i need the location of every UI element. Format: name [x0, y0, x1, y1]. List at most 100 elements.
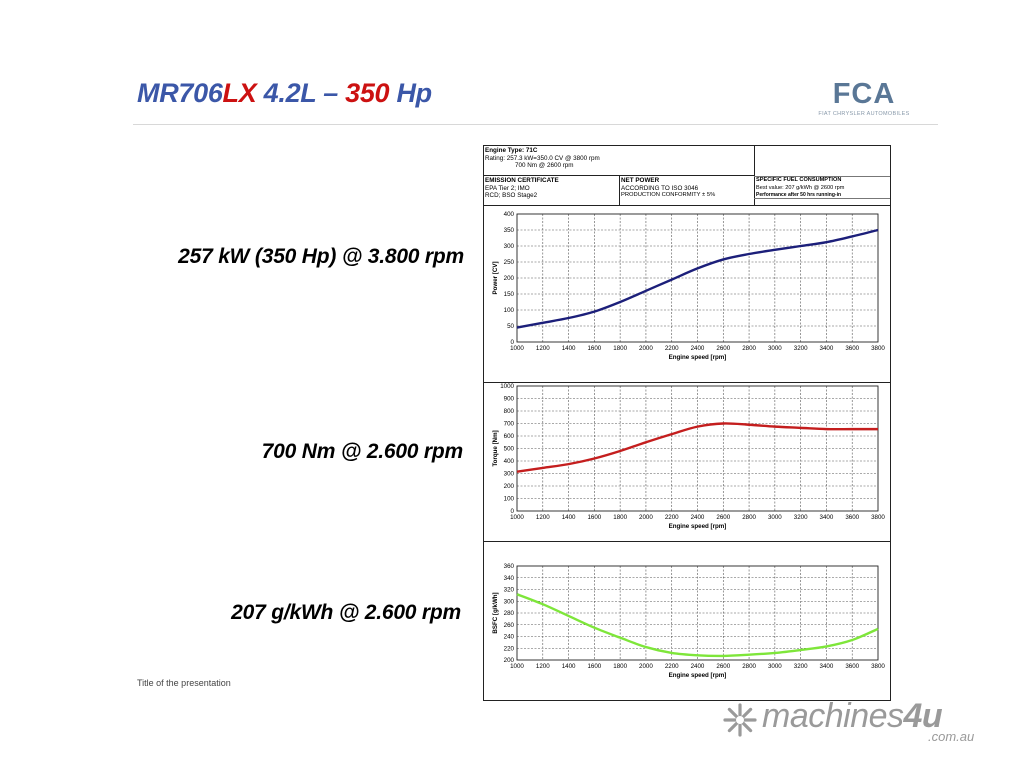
- torque-xtick-label: 1400: [562, 514, 576, 521]
- power-ytick-label: 50: [507, 323, 514, 330]
- power-series-line: [516, 228, 879, 329]
- engine-datasheet: Engine Type: 71C Rating: 257.3 kW=350.0 …: [483, 145, 891, 701]
- power-xtick-label: 2000: [639, 345, 653, 352]
- power-ytick-label: 100: [504, 307, 515, 314]
- engine-rating-cell: Engine Type: 71C Rating: 257.3 kW=350.0 …: [484, 146, 754, 175]
- power-xtick-label: 3400: [820, 345, 834, 352]
- title-hp: 350: [345, 78, 390, 108]
- sfc-header: SPECIFIC FUEL CONSUMPTION: [756, 177, 842, 183]
- power-plot-frame: [516, 213, 879, 343]
- torque-ytick-label: 0: [511, 508, 515, 515]
- bsfc-ytick-label: 320: [504, 587, 515, 594]
- engine-type: Engine Type: 71C: [485, 147, 538, 154]
- bsfc-ytick-label: 200: [504, 657, 515, 664]
- torque-ytick-label: 500: [504, 446, 515, 453]
- power-xtick-label: 3200: [794, 345, 808, 352]
- bsfc-xtick-label: 3600: [845, 663, 859, 670]
- power-xtick-label: 3600: [845, 345, 859, 352]
- sfc-line-2: Performance after 50 hrs running-in: [756, 192, 842, 199]
- power-xtick-label: 3800: [871, 345, 885, 352]
- bsfc-series-line: [516, 593, 879, 658]
- bsfc-xtick-label: 2400: [691, 663, 705, 670]
- watermark-name: machines: [762, 697, 904, 735]
- bsfc-xtick-label: 1800: [613, 663, 627, 670]
- torque-plot-frame: [516, 385, 879, 512]
- footer-text: Title of the presentation: [137, 678, 231, 688]
- bsfc-xtick-label: 1000: [510, 663, 524, 670]
- torque-ytick-label: 100: [504, 496, 515, 503]
- bsfc-xtick-label: 2000: [639, 663, 653, 670]
- torque-xtick-label: 1600: [587, 514, 601, 521]
- bsfc-xtick-label: 3800: [871, 663, 885, 670]
- torque-ytick-label: 800: [504, 408, 515, 415]
- bsfc-xtick-label: 1200: [536, 663, 550, 670]
- torque-xtick-label: 2400: [691, 514, 705, 521]
- chart-divider-1: [484, 382, 890, 383]
- bsfc-ytick-label: 300: [504, 598, 515, 605]
- torque-ytick-label: 400: [504, 458, 515, 465]
- sfc-cell: SPECIFIC FUEL CONSUMPTION Best value: 20…: [755, 176, 890, 205]
- bsfc-ytick-label: 220: [504, 645, 515, 652]
- title-displacement: 4.2L –: [256, 78, 346, 108]
- bsfc-xtick-label: 1600: [587, 663, 601, 670]
- torque-xtick-label: 1000: [510, 514, 524, 521]
- torque-ytick-label: 900: [504, 396, 515, 403]
- bsfc-ytick-label: 280: [504, 610, 515, 617]
- bsfc-xtick-label: 3400: [820, 663, 834, 670]
- sfc-line-1: Best value: 207 g/kWh @ 2600 rpm: [756, 184, 845, 191]
- net-power-header: NET POWER: [621, 177, 660, 184]
- emission-cell: EMISSION CERTIFICATE EPA Tier 2; IMO RCD…: [484, 176, 619, 205]
- emission-line-2: RCD; BSO Stage2: [485, 192, 538, 200]
- torque-ytick-label: 200: [504, 483, 515, 490]
- power-xtick-label: 1000: [510, 345, 524, 352]
- torque-xtick-label: 3400: [820, 514, 834, 521]
- torque-xtick-label: 2600: [716, 514, 730, 521]
- bsfc-xtick-label: 3000: [768, 663, 782, 670]
- power-stat: 257 kW (350 Hp) @ 3.800 rpm: [178, 245, 464, 268]
- torque-xtick-label: 1800: [613, 514, 627, 521]
- bsfc-ytick-label: 240: [504, 634, 515, 641]
- power-xtick-label: 2600: [716, 345, 730, 352]
- torque-ytick-label: 600: [504, 433, 515, 440]
- power-xtick-label: 1400: [562, 345, 576, 352]
- torque-xtick-label: 3800: [871, 514, 885, 521]
- net-power-cell: NET POWER ACCORDING TO ISO 3046 PRODUCTI…: [620, 176, 754, 205]
- power-ytick-label: 400: [504, 211, 515, 218]
- torque-xtick-label: 1200: [536, 514, 550, 521]
- bsfc-xtick-label: 2800: [742, 663, 756, 670]
- watermark-domain: .com.au: [928, 729, 975, 744]
- bsfc-xtick-label: 1400: [562, 663, 576, 670]
- power-xtick-label: 1800: [613, 345, 627, 352]
- power-ytick-label: 250: [504, 259, 515, 266]
- title-suffix: LX: [222, 78, 257, 108]
- torque-xtick-label: 3000: [768, 514, 782, 521]
- logo-mark: FCA: [832, 78, 896, 110]
- power-y-axis-label: Power [CV]: [492, 261, 499, 294]
- torque-x-axis-label: Engine speed [rpm]: [669, 523, 727, 530]
- bsfc-ytick-label: 360: [504, 563, 515, 570]
- torque-xtick-label: 2800: [742, 514, 756, 521]
- torque-ytick-label: 1000: [500, 383, 514, 390]
- watermark-text: machines4u: [762, 697, 943, 736]
- bsfc-x-axis-label: Engine speed [rpm]: [669, 672, 727, 679]
- net-power-line-1: ACCORDING TO ISO 3046: [621, 184, 699, 192]
- bsfc-xtick-label: 2600: [716, 663, 730, 670]
- machines4u-logo-icon: [723, 703, 757, 737]
- engine-info-table: Engine Type: 71C Rating: 257.3 kW=350.0 …: [484, 146, 890, 206]
- torque-ytick-label: 700: [504, 421, 515, 428]
- bsfc-ytick-label: 340: [504, 575, 515, 582]
- net-power-line-2: PRODUCTION CONFORMITY ± 5%: [621, 192, 716, 199]
- bsfc-xtick-label: 3200: [794, 663, 808, 670]
- bsfc-plot-frame: [516, 565, 879, 661]
- bsfc-y-axis-label: BSFC [g/kWh]: [492, 592, 499, 633]
- bsfc-stat: 207 g/kWh @ 2.600 rpm: [231, 601, 461, 624]
- power-xtick-label: 2200: [665, 345, 679, 352]
- title-model: MR706: [137, 78, 223, 108]
- torque-series-line: [516, 422, 878, 473]
- title-unit: Hp: [389, 78, 432, 108]
- torque-xtick-label: 2200: [665, 514, 679, 521]
- chart-divider-2: [484, 541, 890, 542]
- emission-line-1: EPA Tier 2; IMO: [485, 184, 530, 192]
- performance-charts: 1000 1200 1400 1600 1800 2000 2200 2400 2600 2800…: [492, 211, 885, 679]
- torque-xtick-label: 3600: [845, 514, 859, 521]
